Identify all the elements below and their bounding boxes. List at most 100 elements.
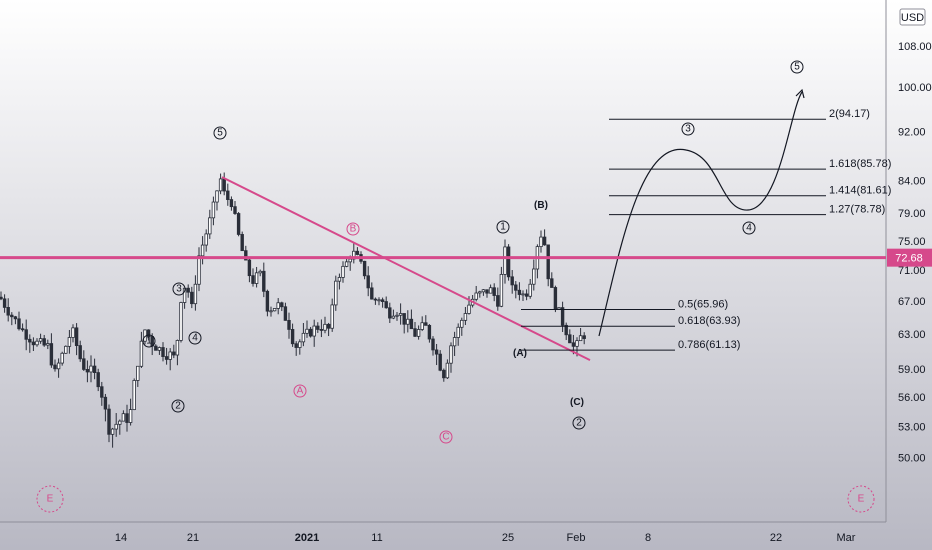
- candle-body: [280, 302, 284, 308]
- wave-label-ring: [681, 122, 695, 136]
- candle-body: [370, 287, 374, 300]
- candle-body: [172, 351, 176, 356]
- candle-body: [301, 332, 306, 343]
- wave-label-0: 5: [217, 128, 223, 139]
- price-tick-label: 92.00: [898, 127, 926, 139]
- time-tick-label: Mar: [837, 532, 856, 544]
- time-axis[interactable]: 14 21 2021 11 25 Feb 8 22 Mar: [115, 532, 856, 544]
- fib-level-label: 1.27(78.78): [829, 204, 885, 216]
- wave-label-9: (B): [534, 200, 548, 211]
- time-tick-label: 8: [645, 532, 651, 544]
- price-tick-label: 59.00: [898, 364, 926, 376]
- time-tick-label: 2021: [295, 532, 319, 544]
- candle-body: [420, 322, 424, 330]
- candle-body: [546, 244, 550, 280]
- candle-body: [496, 295, 500, 307]
- candle-body: [157, 347, 162, 351]
- candle-body: [388, 307, 392, 319]
- candle-body: [427, 324, 432, 340]
- trendlines: [221, 176, 591, 362]
- projection-arrowhead: [795, 88, 805, 99]
- wave-label-ring: [171, 399, 185, 413]
- wave-label-7: C: [442, 432, 449, 443]
- candle-body: [373, 298, 378, 301]
- candle-body: [578, 335, 583, 342]
- price-axis[interactable]: 50.00 53.00 56.00 59.00 63.00 67.00 71.00 75.00…: [898, 8, 932, 465]
- price-tick-label: 63.00: [898, 329, 926, 341]
- candle-body: [568, 334, 572, 344]
- current-price-label: 72.68: [895, 253, 923, 265]
- candle-body: [442, 369, 446, 379]
- fib-level-label: 0.5(65.96): [678, 299, 728, 311]
- time-tick-label: 11: [371, 532, 382, 544]
- candle-body: [262, 270, 266, 292]
- price-tick-label: 75.00: [898, 236, 926, 248]
- candle-body: [35, 340, 39, 346]
- wave-label-ring: [346, 222, 360, 236]
- candle-body: [395, 314, 399, 317]
- candle-body: [89, 365, 93, 373]
- fib-level-label: 0.618(63.93): [678, 315, 740, 327]
- candle-body: [240, 234, 244, 252]
- wave-label-6: B: [350, 224, 357, 235]
- candle-body: [92, 365, 97, 374]
- price-tick-label: 71.00: [898, 265, 926, 277]
- candle-body: [503, 246, 507, 275]
- descending-trendline: [221, 176, 591, 362]
- candle-body: [384, 301, 388, 309]
- candle-body: [377, 299, 381, 302]
- candle-body: [164, 356, 169, 360]
- candle-body: [298, 341, 302, 348]
- candle-body: [334, 280, 338, 306]
- candle-body: [460, 319, 464, 328]
- price-tick-label: 50.00: [898, 453, 926, 465]
- candle-body: [452, 337, 457, 347]
- wave-label-ring: [188, 331, 202, 345]
- candle-body: [456, 326, 460, 338]
- candle-body: [211, 201, 216, 219]
- price-tick-label: 108.00: [898, 41, 932, 53]
- wave-label-ring: [742, 221, 756, 235]
- candle-body: [560, 307, 565, 326]
- candle-body: [175, 340, 180, 356]
- candle-body: [416, 329, 421, 337]
- candle-body: [190, 291, 194, 305]
- wave-label-4: 2: [175, 401, 181, 412]
- candle-body: [521, 293, 525, 296]
- candle-body: [229, 199, 234, 208]
- candle-body: [362, 260, 367, 277]
- candle-body: [197, 255, 201, 285]
- candle-body: [114, 423, 118, 430]
- candle-body: [265, 290, 270, 312]
- candle-body: [308, 328, 313, 337]
- candle-body: [132, 380, 136, 411]
- candle-body: [49, 343, 54, 366]
- candle-body: [398, 313, 403, 316]
- time-tick-label: 22: [770, 532, 782, 544]
- wave-label-ring: [847, 485, 875, 513]
- candle-body: [499, 274, 504, 307]
- candle-body: [218, 178, 223, 192]
- candle-body: [38, 338, 43, 342]
- price-tick-label: 79.00: [898, 208, 926, 220]
- wave-label-1: 3: [176, 284, 182, 295]
- candle-body: [564, 324, 568, 336]
- candle-body: [42, 338, 46, 346]
- candle-body: [31, 341, 36, 346]
- current-price-tag: [887, 248, 932, 267]
- candle-body: [146, 329, 151, 337]
- candle-body: [67, 337, 72, 347]
- candle-body: [128, 409, 133, 423]
- candle-body: [118, 420, 122, 425]
- price-tick-label: 56.00: [898, 392, 926, 404]
- candle-body: [78, 345, 82, 360]
- candle-body: [56, 362, 61, 370]
- candle-body: [528, 283, 532, 297]
- candle-body: [391, 315, 396, 319]
- fib-level-label: 0.786(61.13): [678, 339, 740, 351]
- candle-body: [571, 342, 576, 347]
- projection-path: [598, 88, 805, 337]
- candle-body: [517, 289, 522, 295]
